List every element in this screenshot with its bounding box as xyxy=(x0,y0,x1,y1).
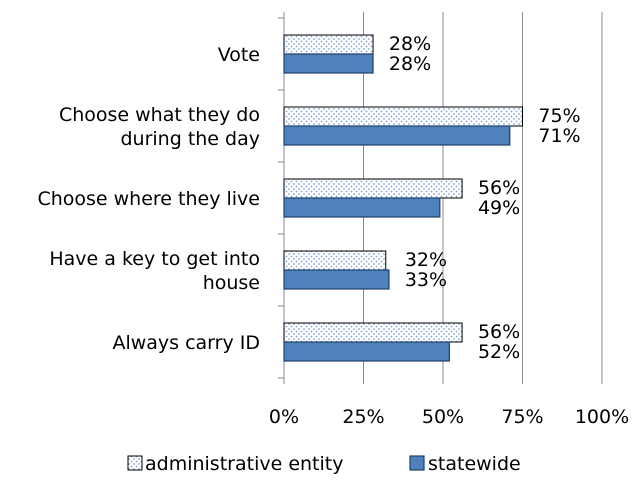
x-tick-label: 0% xyxy=(269,406,299,428)
x-tick-label: 100% xyxy=(575,406,629,428)
data-label: 71% xyxy=(538,125,580,147)
data-label: 56% xyxy=(478,177,520,199)
category-label: Always carry ID xyxy=(112,332,260,354)
data-label: 75% xyxy=(538,105,580,127)
bar-administrative-entity xyxy=(283,178,463,199)
category-label: Choose where they live xyxy=(37,188,260,210)
bar-administrative-entity xyxy=(283,250,387,271)
legend: administrative entity statewide xyxy=(127,453,521,475)
category-label: Vote xyxy=(218,44,260,66)
bar-statewide xyxy=(283,341,450,362)
bars xyxy=(283,34,523,362)
category-label: Choose what they do xyxy=(59,104,260,126)
bar-statewide xyxy=(283,197,441,218)
bar-administrative-entity xyxy=(283,106,523,127)
legend-swatch-statewide xyxy=(409,455,425,471)
bar-statewide xyxy=(283,269,390,290)
x-tick-label: 25% xyxy=(342,406,384,428)
legend-swatch-administrative-entity xyxy=(127,455,143,471)
x-tick-label: 75% xyxy=(501,406,543,428)
data-label: 49% xyxy=(478,197,520,219)
x-tick-label: 50% xyxy=(422,406,464,428)
data-label: 28% xyxy=(389,53,431,75)
legend-label: administrative entity xyxy=(145,453,343,475)
data-labels: 28%28%75%71%56%49%32%33%56%52% xyxy=(389,33,581,363)
bar-administrative-entity xyxy=(283,322,463,343)
category-label: house xyxy=(203,272,260,294)
data-label: 33% xyxy=(405,269,447,291)
bar-administrative-entity xyxy=(283,34,374,55)
category-label: during the day xyxy=(120,128,260,150)
data-label: 32% xyxy=(405,249,447,271)
data-label: 52% xyxy=(478,341,520,363)
bar-statewide xyxy=(283,53,374,74)
category-label: Have a key to get into xyxy=(49,248,260,270)
data-label: 56% xyxy=(478,321,520,343)
bar-statewide xyxy=(283,125,511,146)
legend-label: statewide xyxy=(428,453,521,475)
data-label: 28% xyxy=(389,33,431,55)
x-tick-labels: 0% 25% 50% 75% 100% xyxy=(269,406,629,428)
